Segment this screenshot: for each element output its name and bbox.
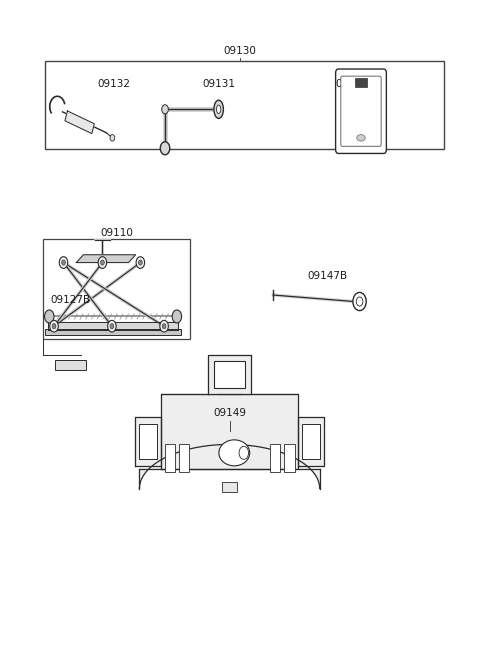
FancyBboxPatch shape [336, 69, 386, 153]
Bar [179, 444, 189, 472]
Text: 09149: 09149 [213, 408, 246, 419]
Text: 09130: 09130 [224, 47, 256, 56]
Polygon shape [139, 444, 320, 489]
Bar [46, 329, 180, 335]
Bar [215, 361, 245, 388]
Circle shape [239, 446, 249, 459]
Circle shape [162, 105, 168, 114]
Polygon shape [48, 322, 179, 330]
Bar [355, 78, 367, 87]
Bar [302, 424, 320, 459]
Bar [270, 444, 280, 472]
Ellipse shape [357, 135, 365, 141]
Circle shape [160, 141, 170, 155]
Circle shape [110, 135, 115, 141]
Bar [43, 238, 190, 339]
Text: 09110: 09110 [100, 229, 133, 238]
Circle shape [136, 257, 144, 269]
Polygon shape [161, 394, 299, 469]
Circle shape [356, 297, 363, 306]
Circle shape [50, 320, 58, 332]
Ellipse shape [216, 105, 221, 113]
Circle shape [172, 310, 181, 323]
Polygon shape [299, 417, 324, 466]
Circle shape [162, 324, 166, 329]
FancyBboxPatch shape [341, 76, 381, 146]
Ellipse shape [219, 440, 250, 466]
Text: 09127B: 09127B [50, 295, 90, 305]
Polygon shape [135, 417, 161, 466]
Bar [284, 444, 295, 472]
Text: 09131: 09131 [202, 79, 235, 89]
Circle shape [61, 260, 65, 265]
Bar [139, 424, 157, 459]
Bar [165, 444, 175, 472]
Bar [55, 360, 86, 370]
Text: 09129: 09129 [335, 79, 368, 89]
Ellipse shape [214, 100, 223, 119]
Circle shape [160, 320, 168, 332]
Circle shape [138, 260, 142, 265]
Polygon shape [208, 356, 251, 394]
Text: 09132: 09132 [98, 79, 131, 89]
Bar [222, 482, 237, 492]
Bar [46, 61, 444, 149]
Polygon shape [65, 111, 95, 134]
Circle shape [353, 292, 366, 310]
Circle shape [59, 257, 68, 269]
Circle shape [45, 310, 54, 323]
Polygon shape [76, 255, 136, 263]
Text: 09147B: 09147B [308, 271, 348, 280]
Circle shape [110, 324, 114, 329]
Circle shape [98, 257, 107, 269]
Circle shape [108, 320, 116, 332]
Circle shape [52, 324, 56, 329]
Circle shape [100, 260, 104, 265]
